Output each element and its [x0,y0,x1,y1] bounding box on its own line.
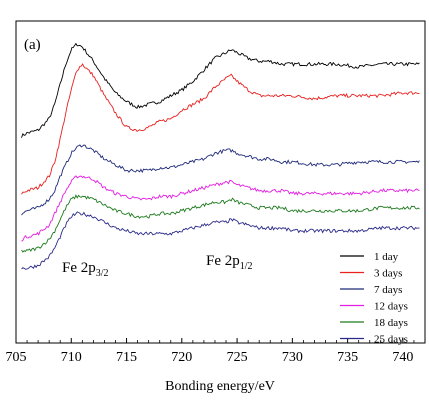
x-tick-label: 715 [116,350,137,365]
series-line [21,194,420,253]
legend-label: 12 days [374,301,408,313]
series-line [21,42,420,138]
annotation-fe2p12-sub: 1/2 [240,261,253,272]
annotation-fe2p12: Fe 2p1/2 [206,253,253,272]
annotation-fe2p32: Fe 2p3/2 [62,260,109,279]
series-line [21,175,420,242]
annotation-fe2p12-base: Fe 2p [206,253,240,269]
annotation-fe2p32-sub: 3/2 [96,268,109,279]
legend-label: 7 days [374,284,402,296]
plot-frame [15,20,426,344]
series-line [21,144,420,216]
panel-label: (a) [24,37,41,53]
x-tick-label: 720 [171,350,192,365]
x-axis-label: Bonding energy/eV [165,379,275,394]
x-axis-ticks: 705 710 715 720 725 730 735 740 [6,338,415,365]
x-tick-label: 705 [6,350,27,365]
x-tick-label: 735 [337,350,358,365]
series-line [21,211,420,270]
annotation-fe2p32-base: Fe 2p [62,260,96,276]
legend-label: 3 days [374,268,402,280]
x-tick-label: 740 [392,350,413,365]
legend-label: 18 days [374,317,408,329]
legend-label: 1 day [374,251,399,263]
series-layer [21,42,420,270]
legend-label: 25 days [374,334,408,346]
x-tick-label: 710 [61,350,82,365]
series-line [21,63,420,195]
x-tick-label: 730 [282,350,303,365]
legend: 1 day 3 days 7 days 12 days 18 days 25 days [340,251,408,346]
x-tick-label: 725 [227,350,248,365]
